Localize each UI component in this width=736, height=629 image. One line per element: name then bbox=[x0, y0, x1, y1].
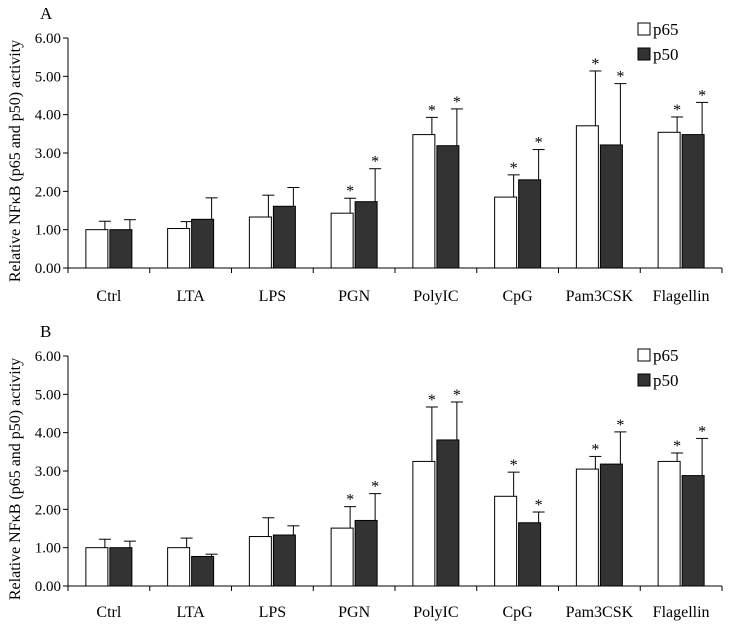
y-tick-label: 0.00 bbox=[35, 579, 61, 595]
category-label: CpG bbox=[503, 288, 534, 305]
bar-p50-Flagellin bbox=[681, 475, 705, 587]
bar-p50-Pam3CSK bbox=[599, 463, 623, 587]
bar-p65-PGN bbox=[330, 212, 354, 269]
y-tick-label: 3.00 bbox=[35, 146, 61, 162]
bar-p50-LTA bbox=[191, 555, 215, 587]
significance-asterisk: * bbox=[510, 457, 518, 474]
legend-label-p50: p50 bbox=[653, 45, 679, 64]
significance-asterisk: * bbox=[591, 441, 599, 458]
bar-p50-LTA bbox=[191, 218, 215, 269]
significance-asterisk: * bbox=[346, 183, 354, 200]
bar-p65-Ctrl bbox=[85, 547, 109, 587]
bar-p65-CpG bbox=[494, 495, 518, 587]
legend-label-p65: p65 bbox=[653, 346, 679, 365]
bar-p50-PolyIC bbox=[436, 439, 460, 587]
category-label: Ctrl bbox=[96, 288, 121, 305]
panel-label: B bbox=[40, 322, 51, 341]
category-label: CpG bbox=[503, 604, 534, 621]
chart-panel-B: B Relative NFκB (p65 and p50) activity 0.0… bbox=[7, 322, 723, 621]
category-label: Flagellin bbox=[653, 604, 710, 621]
bar-p65-Flagellin bbox=[657, 131, 681, 269]
bar-p65-LTA bbox=[167, 228, 191, 269]
bar-p65-PGN bbox=[330, 527, 354, 587]
significance-asterisk: * bbox=[673, 438, 681, 455]
significance-asterisk: * bbox=[535, 497, 543, 514]
legend-label-p50: p50 bbox=[653, 371, 679, 390]
bar-p50-PGN bbox=[354, 201, 378, 269]
category-label: PolyIC bbox=[413, 288, 458, 305]
significance-asterisk: * bbox=[698, 423, 706, 440]
panel-label: A bbox=[40, 4, 53, 23]
significance-asterisk: * bbox=[428, 392, 436, 409]
significance-asterisk: * bbox=[673, 102, 681, 119]
category-label: LPS bbox=[259, 604, 287, 621]
y-tick-label: 0.00 bbox=[35, 261, 61, 277]
bar-p50-Ctrl bbox=[109, 229, 133, 269]
bar-p65-LTA bbox=[167, 547, 191, 587]
legend-swatch-p50 bbox=[637, 47, 651, 61]
category-label: Ctrl bbox=[96, 604, 121, 621]
bar-p65-Pam3CSK bbox=[575, 468, 599, 587]
legend-swatch-p65 bbox=[637, 348, 651, 362]
significance-asterisk: * bbox=[428, 102, 436, 119]
y-tick-label: 4.00 bbox=[35, 108, 61, 124]
bar-p65-Flagellin bbox=[657, 460, 681, 587]
bar-p50-PolyIC bbox=[436, 145, 460, 269]
legend-swatch-p50 bbox=[637, 373, 651, 387]
bar-p65-Pam3CSK bbox=[575, 125, 599, 269]
y-tick-label: 5.00 bbox=[35, 69, 61, 85]
bar-p65-Ctrl bbox=[85, 229, 109, 269]
y-tick-label: 2.00 bbox=[35, 502, 61, 518]
significance-asterisk: * bbox=[510, 160, 518, 177]
y-tick-label: 6.00 bbox=[35, 349, 61, 365]
significance-asterisk: * bbox=[698, 87, 706, 104]
bar-p50-LPS bbox=[272, 534, 296, 587]
significance-asterisk: * bbox=[616, 417, 624, 434]
category-label: LTA bbox=[176, 288, 205, 305]
bar-p65-PolyIC bbox=[412, 134, 436, 269]
y-tick-label: 1.00 bbox=[35, 223, 61, 239]
bar-p50-CpG bbox=[518, 522, 542, 587]
significance-asterisk: * bbox=[371, 479, 379, 496]
category-label: Pam3CSK bbox=[566, 288, 634, 305]
y-tick-label: 6.00 bbox=[35, 31, 61, 47]
significance-asterisk: * bbox=[453, 94, 461, 111]
bar-p65-LPS bbox=[248, 536, 272, 587]
category-label: Flagellin bbox=[653, 288, 710, 305]
category-label: PGN bbox=[338, 288, 370, 305]
significance-asterisk: * bbox=[453, 387, 461, 404]
category-label: LTA bbox=[176, 604, 205, 621]
category-label: Pam3CSK bbox=[566, 604, 634, 621]
y-tick-label: 2.00 bbox=[35, 184, 61, 200]
bar-p65-PolyIC bbox=[412, 460, 436, 587]
significance-asterisk: * bbox=[616, 69, 624, 86]
y-axis-label: Relative NFκB (p65 and p50) activity bbox=[7, 358, 24, 600]
significance-asterisk: * bbox=[346, 492, 354, 509]
y-tick-label: 3.00 bbox=[35, 464, 61, 480]
bar-p50-Flagellin bbox=[681, 134, 705, 269]
bar-p65-LPS bbox=[248, 216, 272, 269]
chart-panel-A: A Relative NFκB (p65 and p50) activity 0.0… bbox=[7, 4, 723, 305]
y-tick-label: 5.00 bbox=[35, 387, 61, 403]
significance-asterisk: * bbox=[535, 135, 543, 152]
y-axis-label: Relative NFκB (p65 and p50) activity bbox=[7, 40, 24, 282]
y-tick-label: 4.00 bbox=[35, 426, 61, 442]
legend-swatch-p65 bbox=[637, 22, 651, 36]
legend-label-p65: p65 bbox=[653, 20, 679, 39]
bar-p50-Ctrl bbox=[109, 547, 133, 587]
bar-p50-Pam3CSK bbox=[599, 144, 623, 269]
bar-p65-CpG bbox=[494, 196, 518, 269]
category-label: PolyIC bbox=[413, 604, 458, 621]
y-tick-label: 1.00 bbox=[35, 541, 61, 557]
significance-asterisk: * bbox=[371, 154, 379, 171]
category-label: PGN bbox=[338, 604, 370, 621]
category-label: LPS bbox=[259, 288, 287, 305]
bar-p50-PGN bbox=[354, 519, 378, 587]
bar-p50-CpG bbox=[518, 179, 542, 269]
significance-asterisk: * bbox=[591, 56, 599, 73]
bar-p50-LPS bbox=[272, 205, 296, 269]
